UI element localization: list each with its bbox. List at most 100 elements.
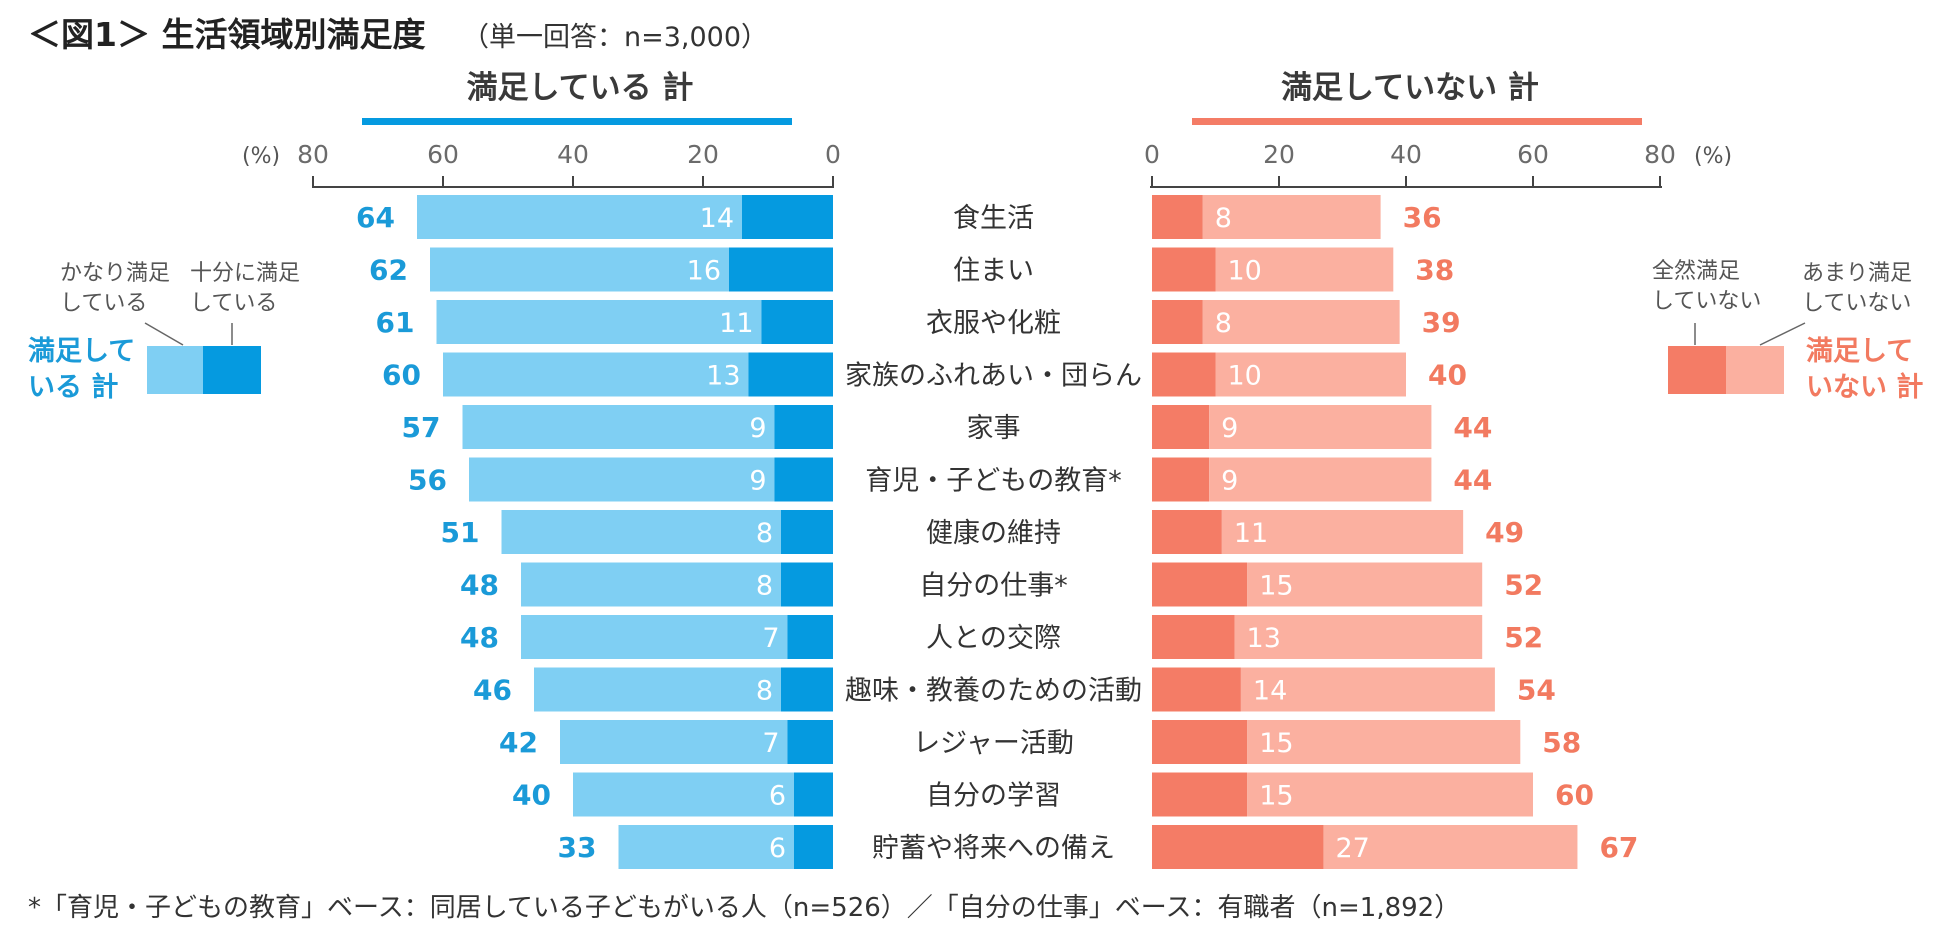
bar-left-dark [742, 195, 833, 239]
bar-right-light [1247, 720, 1521, 764]
bar-right-light [1215, 247, 1394, 292]
legend-left: かなり満足している 十分に満足している 満足している 計 [28, 261, 300, 403]
category-label: 育児・子どもの教育* [865, 466, 1122, 497]
chart-row: 8 48 自分の仕事* 15 52 [460, 562, 1543, 607]
bar-right-inner-label: 9 [1221, 413, 1238, 444]
page-subtitle: （単一回答：n=3,000） [462, 22, 768, 53]
bar-right-light [1202, 300, 1400, 344]
bar-left-inner-label: 13 [706, 361, 740, 392]
bar-right-light [1209, 457, 1432, 502]
bar-left-total-label: 60 [382, 359, 421, 392]
bar-left-light [534, 667, 781, 712]
chart-row: 9 57 家事 9 44 [402, 405, 1492, 449]
bar-left-light [573, 772, 794, 817]
bar-right-inner-label: 10 [1228, 256, 1262, 287]
right-unit-label: (%) [1694, 144, 1732, 169]
right-section-underline [1192, 118, 1642, 125]
legend-right: 全然満足していない あまり満足していない 満足していない 計 [1652, 259, 1923, 403]
left-tick-label: 40 [557, 140, 589, 169]
bar-right-total-label: 52 [1504, 569, 1543, 602]
bar-right-inner-label: 15 [1259, 728, 1293, 759]
bar-right-dark [1152, 615, 1235, 659]
bar-left-dark [781, 562, 833, 607]
bar-left-light [521, 562, 781, 607]
category-label: 趣味・教養のための活動 [845, 676, 1142, 707]
right-tick-label: 60 [1517, 140, 1549, 169]
bar-left-dark [748, 352, 833, 397]
bar-right-light [1215, 352, 1406, 397]
bar-left-inner-label: 8 [756, 676, 773, 707]
bar-left-dark [787, 615, 833, 659]
category-label: 食生活 [953, 203, 1034, 234]
bar-right-inner-label: 10 [1228, 361, 1262, 392]
bar-right-dark [1152, 720, 1248, 764]
legend-left-swatch-dark [203, 346, 261, 394]
right-tick-label: 40 [1390, 140, 1422, 169]
bar-left-inner-label: 7 [762, 623, 779, 654]
bar-right-total-label: 49 [1485, 516, 1524, 549]
bar-left-light [443, 352, 749, 397]
bar-right-total-label: 44 [1453, 464, 1492, 497]
right-tick-label: 20 [1263, 140, 1295, 169]
category-label: 健康の維持 [926, 518, 1061, 549]
bar-right-dark [1152, 772, 1248, 817]
bar-right-total-label: 52 [1504, 621, 1543, 654]
bar-left-light [618, 825, 794, 869]
bar-left-dark [787, 720, 833, 764]
legend-right-pointer-2 [1759, 322, 1806, 346]
bar-left-dark [781, 510, 833, 554]
bar-right-inner-label: 13 [1247, 623, 1281, 654]
left-unit-label: (%) [242, 144, 280, 169]
bar-left-dark [774, 405, 833, 449]
bar-left-light [417, 195, 742, 239]
bar-left-inner-label: 6 [769, 833, 786, 864]
chart-row: 7 48 人との交際 13 52 [460, 615, 1543, 659]
category-label: 人との交際 [926, 623, 1061, 654]
bar-left-dark [729, 247, 833, 292]
right-tick-label: 0 [1144, 140, 1160, 169]
bar-right-total-label: 67 [1599, 831, 1638, 864]
bar-left-total-label: 33 [558, 831, 597, 864]
category-label: 家事 [967, 413, 1021, 444]
bar-left-total-label: 64 [356, 201, 395, 234]
category-label: 貯蓄や将来への備え [872, 833, 1115, 864]
right-section-title: 満足していない 計 [1281, 70, 1539, 106]
chart-row: 13 60 家族のふれあい・団らん 10 40 [382, 352, 1467, 397]
bar-left-total-label: 57 [402, 411, 441, 444]
bar-right-dark [1152, 667, 1241, 712]
left-section-title: 満足している 計 [467, 70, 694, 106]
bar-right-inner-label: 15 [1259, 571, 1293, 602]
legend-left-pointer-1 [144, 322, 184, 346]
legend-right-item-little: あまり満足していない [1802, 261, 1912, 316]
bar-right-dark [1152, 510, 1222, 554]
bar-right-total-label: 40 [1428, 359, 1467, 392]
bar-left-inner-label: 6 [769, 781, 786, 812]
chart-row: 8 51 健康の維持 11 49 [441, 510, 1524, 554]
left-tick-label: 20 [687, 140, 719, 169]
category-label: 自分の学習 [926, 781, 1061, 812]
bar-right-dark [1152, 195, 1203, 239]
bar-right-total-label: 44 [1453, 411, 1492, 444]
chart-row: 9 56 育児・子どもの教育* 9 44 [408, 457, 1492, 502]
chart-row: 16 62 住まい 10 38 [369, 247, 1454, 292]
bar-right-inner-label: 9 [1221, 466, 1238, 497]
bar-left-light [501, 510, 781, 554]
legend-right-total-label: 満足していない 計 [1806, 336, 1923, 403]
bar-left-inner-label: 9 [749, 413, 766, 444]
bar-right-inner-label: 27 [1335, 833, 1369, 864]
legend-left-item-strong: かなり満足している [60, 261, 170, 316]
bar-right-light [1202, 195, 1381, 239]
bar-right-total-label: 54 [1517, 674, 1556, 707]
bar-left-dark [794, 772, 833, 817]
category-label: レジャー活動 [913, 728, 1074, 759]
bar-left-total-label: 48 [460, 569, 499, 602]
bar-left-inner-label: 8 [756, 518, 773, 549]
bar-right-inner-label: 15 [1259, 781, 1293, 812]
bar-left-light [560, 720, 788, 764]
legend-right-swatch-light [1726, 346, 1784, 394]
bar-left-inner-label: 16 [687, 256, 721, 287]
bar-left-dark [761, 300, 833, 344]
bar-right-inner-label: 8 [1215, 308, 1232, 339]
bar-left-light [430, 247, 729, 292]
